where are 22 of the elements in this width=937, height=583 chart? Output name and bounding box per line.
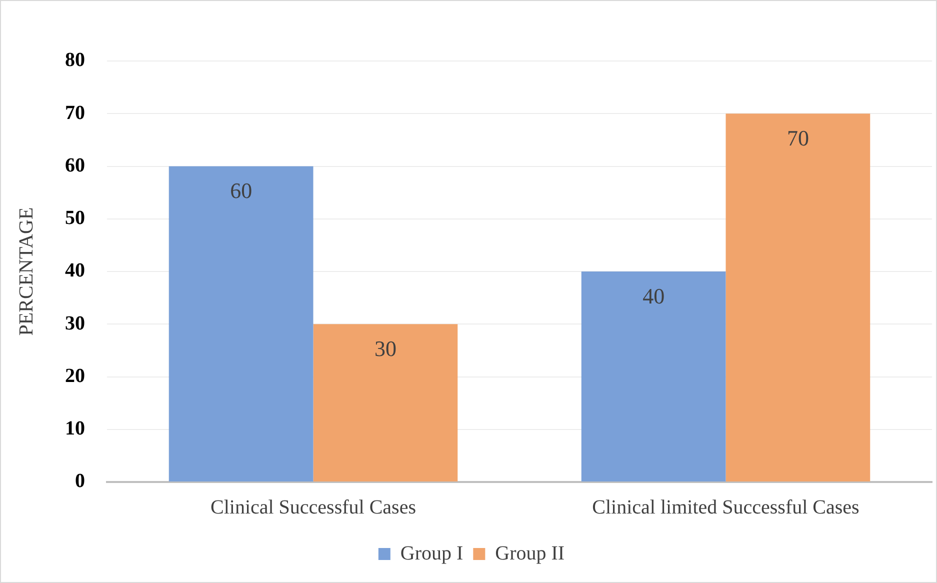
data-label: 30: [374, 336, 396, 361]
legend-label: Group II: [495, 542, 565, 564]
data-label: 40: [642, 283, 665, 308]
y-tick-label: 10: [65, 418, 85, 440]
bar: [313, 324, 458, 482]
y-tick-label: 50: [65, 207, 85, 230]
legend-label: Group I: [400, 542, 464, 564]
y-tick-label: 0: [75, 470, 85, 492]
y-tick-label: 30: [65, 312, 85, 334]
bar: [168, 166, 314, 482]
x-tick-label: Clinical limited Successful Cases: [592, 496, 860, 518]
y-tick-label: 40: [65, 260, 85, 282]
bar: [581, 272, 726, 482]
data-label: 60: [230, 178, 252, 204]
data-label: 70: [786, 125, 809, 150]
y-tick-label: 60: [65, 154, 85, 176]
y-axis-title: PERCENTAGE: [15, 207, 38, 336]
y-tick-label: 70: [65, 102, 85, 124]
y-tick-label: 80: [65, 49, 85, 72]
bar: [726, 114, 870, 482]
y-tick-label: 20: [65, 364, 85, 387]
x-tick-label: Clinical Successful Cases: [210, 496, 416, 518]
